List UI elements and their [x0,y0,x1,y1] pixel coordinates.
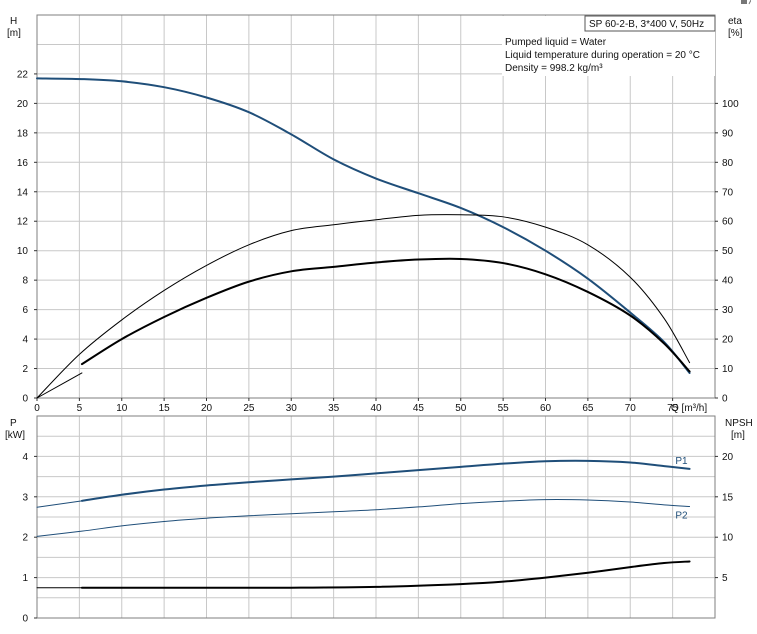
npsh-tick-label: 20 [722,452,734,463]
series-label-p1: P1 [675,456,688,467]
bottom-chart-frame [36,415,716,619]
p-tick-label: 3 [22,492,28,503]
bottom-chart-grid [37,416,715,618]
top-right-axis-label: eta [728,16,742,27]
top-series-line-4 [36,372,83,399]
x-tick-label: 15 [159,403,171,414]
x-tick-label: 70 [625,403,637,414]
bottom-series-line-1 [36,500,83,508]
x-tick-label: 45 [413,403,425,414]
top-chart-ticks: 0 5 10 15 20 25 30 35 40 45 50 55 60 65 70 75 0 2 4 6 8 10 12 1… [17,69,739,414]
h-tick-label: 4 [22,335,28,346]
p-tick-label: 0 [22,614,28,625]
x-tick-label: 25 [243,403,255,414]
h-tick-label: 22 [17,69,29,80]
bottom-chart-ticks: 0 1 2 3 4 5 10 15 20 [22,452,733,625]
info-line-density: Density = 998.2 kg/m³ [505,63,603,74]
p-tick-label: 2 [22,533,28,544]
x-tick-label: 30 [286,403,298,414]
bottom-series-line-p2 [36,499,691,537]
x-tick-label: 0 [34,403,40,414]
h-tick-label: 16 [17,158,29,169]
x-axis-label: Q [m³/h] [671,403,707,414]
h-tick-label: 18 [17,128,29,139]
h-tick-label: 8 [22,276,28,287]
series-label-p2: P2 [675,510,688,521]
eta-tick-label: 40 [722,276,734,287]
eta-tick-label: 90 [722,128,734,139]
h-tick-label: 2 [22,364,28,375]
h-tick-label: 10 [17,246,29,257]
eta-tick-label: 20 [722,335,734,346]
npsh-tick-label: 10 [722,533,734,544]
x-tick-label: 65 [582,403,594,414]
bottom-right-axis-unit: [m] [731,430,745,441]
p-tick-label: 4 [22,452,28,463]
bottom-left-axis-unit: [kW] [5,430,25,441]
eta-tick-label: 0 [722,394,728,405]
eta-tick-label: 70 [722,187,734,198]
npsh-tick-label: 15 [722,492,734,503]
eta-tick-label: 10 [722,364,734,375]
info-box: SP 60-2-B, 3*400 V, 50Hz Pumped liquid =… [502,15,716,76]
eta-tick-label: 30 [722,305,734,316]
x-tick-label: 35 [328,403,340,414]
x-tick-label: 10 [116,403,128,414]
x-tick-label: 55 [498,403,510,414]
top-chart-grid [37,15,715,398]
eta-tick-label: 80 [722,158,734,169]
bottom-left-axis-label: P [10,418,17,429]
x-tick-label: 40 [370,403,382,414]
eta-tick-label: 60 [722,217,734,228]
h-tick-label: 6 [22,305,28,316]
bottom-series-line-3 [80,560,691,589]
info-line-temperature: Liquid temperature during operation = 20… [505,50,700,61]
bottom-chart-curves: P1 P2 [36,456,691,589]
bottom-series-line-p1 [80,459,691,502]
window-control-icon[interactable] [741,0,751,5]
top-series-line-2 [36,214,691,399]
p-tick-label: 1 [22,573,28,584]
top-series-line-3 [80,257,691,373]
eta-tick-label: 50 [722,246,734,257]
h-tick-label: 12 [17,217,29,228]
top-series-line-0 [36,77,691,374]
x-tick-label: 5 [77,403,83,414]
bottom-right-axis-label: NPSH [725,418,753,429]
eta-tick-label: 100 [722,99,739,110]
h-tick-label: 20 [17,99,29,110]
x-tick-label: 75 [667,403,679,414]
npsh-tick-label: 5 [722,573,728,584]
h-tick-label: 0 [22,394,28,405]
h-tick-label: 14 [17,187,29,198]
top-right-axis-unit: [%] [728,28,743,39]
x-tick-label: 60 [540,403,552,414]
top-chart-curves [36,77,691,399]
x-tick-label: 50 [455,403,467,414]
top-left-axis-unit: [m] [7,28,21,39]
top-left-axis-label: H [10,16,17,27]
x-tick-label: 20 [201,403,213,414]
top-series-line-1 [36,77,83,80]
info-line-liquid: Pumped liquid = Water [505,37,607,48]
title-box [584,15,716,32]
chart-title: SP 60-2-B, 3*400 V, 50Hz [589,19,704,30]
